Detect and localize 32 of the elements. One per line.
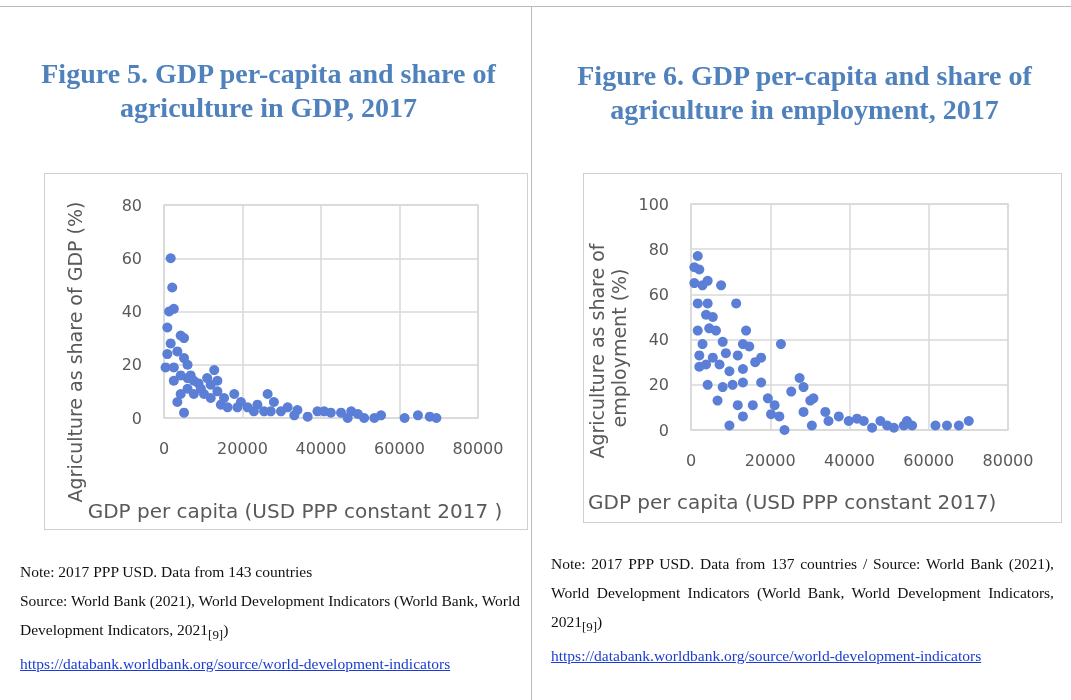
y-tick-label: 60 xyxy=(121,248,142,268)
x-axis-title: GDP per capita (USD PPP constant 2017 ) xyxy=(87,499,503,523)
text: Note: 2017 PPP USD. Data from 143 countries xyxy=(20,562,314,582)
x-tick-label: 20000 xyxy=(217,438,268,458)
x-tick-label: 80000 xyxy=(982,450,1034,470)
x-tick-label: 60000 xyxy=(374,438,425,458)
x-tick-label: 40000 xyxy=(824,450,875,470)
chart-title: Figure 6. GDP per-capita and share of agriculture in employment, 2017 xyxy=(576,59,1033,127)
y-tick-label: 60 xyxy=(648,284,669,304)
x-tick-label: 40000 xyxy=(295,438,347,458)
y-tick-label: 80 xyxy=(121,195,142,215)
x-tick-label: 0 xyxy=(685,450,697,470)
x-axis-title: GDP per capita (USD PPP constant 2017) xyxy=(588,490,997,514)
chart-title: Figure 5. GDP per-capita and share of agriculture in GDP, 2017 xyxy=(40,57,497,125)
y-tick-label: 100 xyxy=(638,194,669,214)
text: https://databank.worldbank.org/source/world-development-indicators xyxy=(20,655,451,673)
y-tick-label: 40 xyxy=(121,302,142,321)
x-tick-label: 60000 xyxy=(903,450,955,470)
y-tick-label: 0 xyxy=(131,408,142,428)
y-tick-label: 0 xyxy=(658,420,669,440)
x-tick-label: 20000 xyxy=(744,450,796,470)
text: Note: 2017 PPP USD. Data from 137 countries / Source: World Bank (2021), World Development Indicators (World Bank, World Development Indicators, 2021$_{[9]}$) xyxy=(551,554,1054,637)
x-tick-label: 80000 xyxy=(452,438,504,458)
text: https://databank.worldbank.org/source/world-development-indicators xyxy=(551,647,982,665)
y-tick-label: 20 xyxy=(121,355,142,375)
x-tick-label: 0 xyxy=(158,438,170,458)
source-note: Source: World Bank (2021), World Development Indicators (World Bank, World Development Indicators, 2021$_{[9]}$) xyxy=(20,591,520,645)
y-tick-label: 40 xyxy=(648,330,669,350)
y-axis-title: Agriculture as share of employment (%) xyxy=(586,237,630,459)
y-tick-label: 80 xyxy=(648,239,669,259)
y-tick-label: 20 xyxy=(648,375,669,395)
y-axis-title: Agriculture as share of GDP (%) xyxy=(64,201,86,503)
